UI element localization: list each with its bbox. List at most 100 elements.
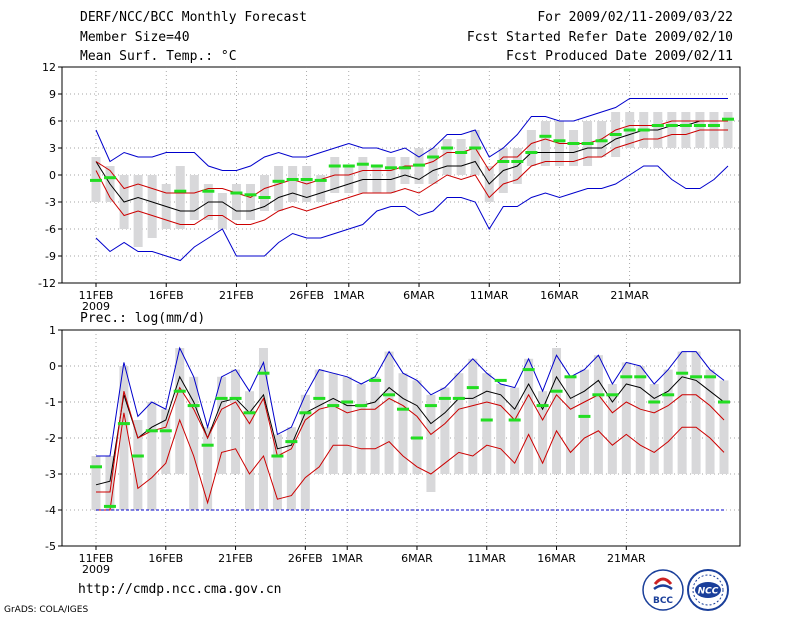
member-range-bar: [526, 130, 536, 166]
member-range-bar: [442, 139, 452, 175]
observed-marker: [104, 176, 117, 180]
member-range-bar: [245, 391, 255, 510]
member-range-bar: [356, 384, 366, 474]
member-range-bar: [579, 369, 589, 474]
source-url[interactable]: http://cmdp.ncc.cma.gov.cn: [78, 582, 282, 597]
observed-marker: [369, 378, 382, 382]
observed-marker: [581, 142, 594, 145]
observed-marker: [427, 155, 440, 159]
observed-marker: [525, 151, 538, 154]
member-range-bar: [231, 369, 241, 474]
observed-marker: [424, 404, 437, 408]
svg-text:NCC: NCC: [698, 587, 719, 597]
observed-marker: [648, 400, 661, 404]
observed-marker: [341, 400, 354, 404]
series-line-lower-spread: [95, 129, 728, 225]
observed-marker: [327, 404, 340, 408]
member-range-bar: [147, 402, 157, 510]
observed-marker: [257, 371, 270, 375]
member-range-bar: [538, 391, 548, 474]
observed-marker: [693, 124, 706, 127]
observed-marker: [553, 139, 566, 143]
observed-marker: [480, 418, 493, 422]
member-range-bar: [412, 380, 422, 474]
series-line-upper-spread: [96, 386, 725, 493]
observed-marker: [244, 193, 257, 197]
observed-marker: [313, 396, 326, 400]
observed-marker: [173, 389, 186, 393]
x-tick-label: 11FEB: [79, 552, 114, 565]
x-tick-label: 16MAR: [540, 289, 579, 302]
observed-marker: [356, 162, 369, 166]
y-tick-label: -3: [45, 468, 56, 481]
series-line-ensemble-max: [95, 98, 728, 171]
observed-marker: [651, 124, 664, 127]
member-range-bar: [217, 193, 227, 229]
member-range-bar: [681, 112, 691, 148]
observed-marker: [258, 196, 271, 199]
observed-marker: [550, 389, 563, 393]
member-range-bar: [260, 175, 270, 211]
member-range-bar: [440, 387, 450, 474]
y-tick-label: 12: [42, 61, 56, 74]
x-tick-label: 16FEB: [148, 552, 183, 565]
observed-marker: [508, 418, 521, 422]
x-year-label: 2009: [82, 300, 110, 313]
member-range-bar: [677, 351, 687, 474]
member-range-bar: [328, 373, 338, 474]
y-tick-label: -5: [45, 540, 56, 553]
series-line-ensemble-mean: [95, 375, 725, 486]
precipitation-panel: -5 -4 -3 -2 -1 0 1 11FEB 16FEB 21FEB 26FEB 1MAR 6MAR…: [45, 324, 741, 576]
member-range-bar: [147, 175, 157, 238]
precip-panel-title: Prec.: log(mm/d): [80, 311, 206, 326]
observed-marker: [202, 189, 215, 193]
member-range-bar: [667, 112, 677, 148]
member-range-bar: [245, 184, 255, 220]
member-range-bar: [482, 373, 492, 474]
member-range-bar: [569, 130, 579, 166]
observed-marker: [328, 164, 341, 168]
member-range-bar: [540, 121, 550, 166]
x-tick-label: 6MAR: [403, 289, 435, 302]
series-line-ensemble-min: [95, 165, 729, 262]
member-range-bar: [258, 348, 268, 510]
x-tick-label: 11MAR: [470, 289, 509, 302]
observed-marker: [243, 411, 256, 415]
y-tick-label: -2: [45, 432, 56, 445]
member-range-bar: [565, 376, 575, 474]
observed-marker: [355, 404, 368, 408]
chart-title: DERF/NCC/BCC Monthly Forecast: [80, 10, 307, 25]
observed-marker: [383, 393, 396, 397]
fcst-started-date: Fcst Started Refer Date 2009/02/10: [466, 30, 733, 45]
observed-marker: [286, 178, 299, 181]
observed-marker: [229, 396, 242, 400]
member-range-bar: [663, 369, 673, 474]
observed-marker: [397, 407, 410, 411]
observed-marker: [90, 465, 102, 469]
observed-marker: [469, 146, 482, 150]
y-tick-label: 0: [49, 360, 56, 373]
observed-marker: [592, 393, 605, 397]
x-tick-label: 1MAR: [333, 289, 365, 302]
observed-marker: [620, 375, 633, 379]
svg-text:BCC: BCC: [653, 596, 673, 606]
member-range-bar: [316, 175, 326, 202]
observed-marker: [300, 178, 313, 181]
observed-marker: [145, 429, 158, 433]
observed-marker: [398, 166, 411, 170]
observed-marker: [384, 166, 397, 170]
member-range-bar: [691, 351, 701, 474]
observed-marker: [131, 454, 144, 458]
member-range-bar: [314, 369, 324, 474]
observed-marker: [679, 124, 692, 127]
observed-marker: [410, 436, 423, 440]
member-range-bar: [386, 157, 396, 193]
member-range-bar: [705, 369, 715, 474]
member-range-bar: [370, 376, 380, 474]
observed-marker: [536, 404, 549, 408]
observed-marker: [215, 396, 228, 400]
y-tick-label: -4: [45, 504, 56, 517]
member-range-bar: [119, 366, 129, 510]
member-range-bar: [456, 139, 466, 175]
observed-marker: [90, 178, 102, 182]
